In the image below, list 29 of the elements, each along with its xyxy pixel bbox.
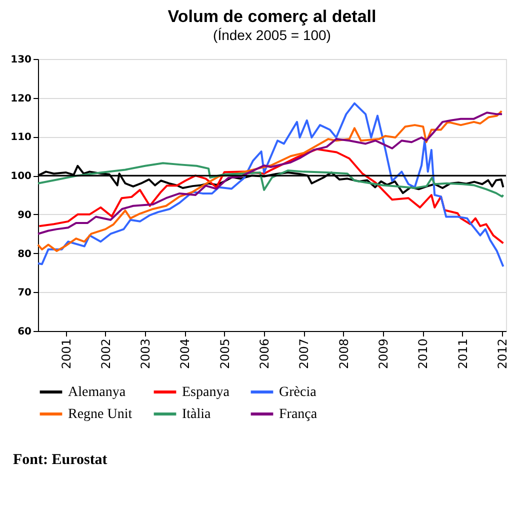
text: Font: Eurostat [13,452,108,468]
y-tick-label: 120 [10,93,32,104]
x-tick-label: 2009 [376,338,391,370]
x-tick-label: 2007 [297,338,312,370]
x-tick-label: 2012 [496,338,510,370]
x-tick-label: 2004 [178,338,192,370]
legend-label: Regne Unit [68,407,132,422]
legend-label: Espanya [182,385,230,400]
y-tick-label: 130 [10,54,32,66]
x-tick-label: 2002 [98,338,113,370]
x-tick-label: 2006 [258,338,272,370]
x-tick-label: 2008 [336,338,351,370]
x-tick-label: 2005 [218,338,232,370]
legend-label: França [279,407,318,422]
legend-label: Alemanya [68,385,126,400]
y-tick-label: 110 [10,132,32,144]
x-tick-label: 2001 [59,338,74,370]
y-tick-label: 60 [18,326,32,338]
x-tick-label: 2003 [138,338,153,370]
y-tick-label: 70 [18,288,32,299]
y-tick-label: 80 [18,248,32,260]
y-tick-label: 90 [18,210,32,221]
chart-title: Volum de comerç al detall [168,7,376,26]
legend-label: Itàlia [182,407,212,422]
chart-subtitle: (Índex 2005 = 100) [213,27,331,43]
y-tick-label: 100 [10,171,32,182]
legend-label: Grècia [279,385,318,400]
x-tick-label: 2010 [416,338,430,370]
x-tick-label: 2011 [456,338,470,370]
